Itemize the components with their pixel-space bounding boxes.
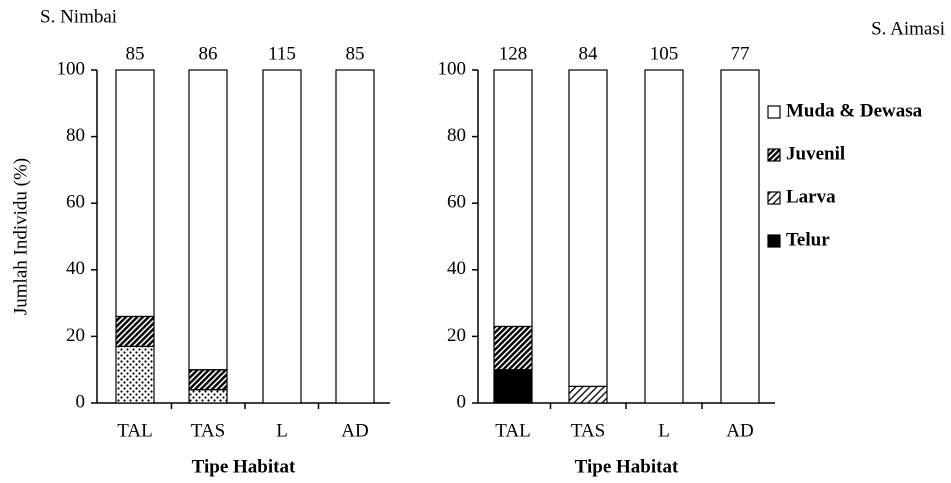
total-label: 85	[346, 43, 365, 64]
legend-swatch	[767, 148, 781, 162]
total-label: 85	[126, 43, 145, 64]
total-label: 77	[731, 43, 750, 64]
y-axis-label: Jumlah Individu (%)	[10, 158, 31, 315]
x-tick-label: TAS	[571, 420, 605, 441]
bar-segment	[493, 325, 533, 371]
total-label: 86	[199, 43, 218, 64]
y-tick-label: 60	[66, 192, 85, 213]
bar-segment	[262, 69, 302, 404]
total-label: 84	[579, 43, 599, 64]
total-label: 115	[268, 43, 296, 64]
bar-segment	[568, 385, 608, 404]
x-axis-label: Tipe Habitat	[192, 456, 296, 477]
x-tick-label: AD	[341, 420, 368, 441]
bar-segment	[188, 369, 228, 391]
x-tick-label: AD	[726, 420, 753, 441]
bar-segment	[644, 69, 684, 404]
y-tick-label: 80	[447, 125, 466, 146]
legend-label: Telur	[786, 229, 830, 250]
x-tick-label: TAL	[117, 420, 152, 441]
y-tick-label: 60	[447, 192, 466, 213]
y-tick-label: 40	[447, 258, 466, 279]
bar-segment	[493, 369, 533, 404]
y-tick-label: 20	[447, 325, 466, 346]
chart-title: S. Nimbai	[40, 6, 117, 27]
legend-label: Juvenil	[786, 143, 845, 164]
x-tick-label: TAS	[191, 420, 225, 441]
x-tick-label: L	[276, 420, 288, 441]
legend-label: Muda & Dewasa	[786, 100, 923, 121]
legend-swatch	[767, 105, 781, 119]
bar-segment	[335, 69, 375, 404]
bar-segment	[188, 69, 228, 371]
y-tick-label: 0	[76, 391, 86, 412]
y-tick-label: 20	[66, 325, 85, 346]
y-tick-label: 80	[66, 125, 85, 146]
bar-segment	[493, 69, 533, 328]
y-tick-label: 100	[57, 58, 86, 79]
legend-swatch	[767, 234, 781, 248]
y-tick-label: 0	[457, 391, 467, 412]
x-tick-label: TAL	[495, 420, 530, 441]
legend-label: Larva	[786, 186, 836, 207]
legend-swatch	[767, 191, 781, 205]
bar-segment	[115, 345, 155, 404]
chart-title: S. Aimasi	[871, 18, 945, 39]
y-tick-label: 100	[438, 58, 467, 79]
bar-segment	[568, 69, 608, 387]
x-tick-label: L	[658, 420, 670, 441]
bar-segment	[720, 69, 760, 404]
total-label: 128	[499, 43, 528, 64]
total-label: 105	[650, 43, 679, 64]
x-axis-label: Tipe Habitat	[575, 456, 679, 477]
y-tick-label: 40	[66, 258, 85, 279]
bar-segment	[188, 389, 228, 404]
bar-segment	[115, 315, 155, 347]
bar-segment	[115, 69, 155, 318]
